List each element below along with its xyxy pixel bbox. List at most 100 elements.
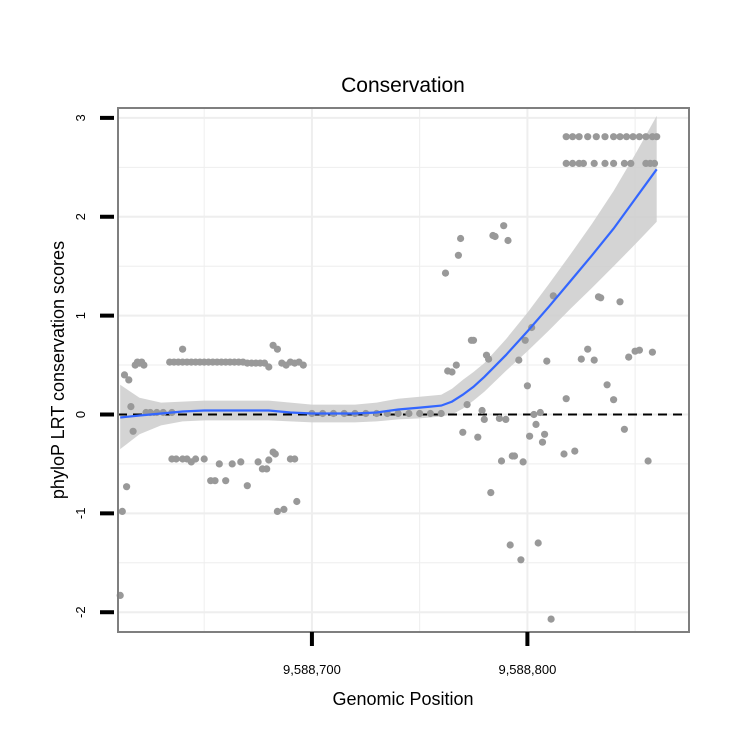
data-point — [653, 133, 661, 141]
data-point — [562, 159, 570, 167]
data-point — [530, 410, 538, 419]
data-point — [547, 615, 555, 623]
x-axis-title: Genomic Position — [332, 689, 473, 709]
data-point — [543, 357, 551, 365]
data-point — [271, 450, 279, 458]
data-point — [521, 336, 529, 344]
data-point — [510, 452, 519, 460]
x-tick-label: 9,588,800 — [498, 662, 556, 677]
data-point — [620, 159, 629, 167]
data-point — [541, 430, 549, 438]
data-point — [592, 133, 600, 141]
data-point — [254, 458, 262, 466]
data-point — [215, 460, 223, 468]
confidence-band — [120, 115, 657, 450]
data-point — [452, 361, 460, 369]
data-point — [635, 346, 644, 354]
data-point — [603, 381, 611, 389]
data-point — [625, 353, 633, 361]
smooth-line-layer — [120, 168, 658, 419]
data-point — [601, 159, 609, 167]
data-point — [485, 355, 493, 363]
panel-border — [117, 107, 690, 633]
data-point — [487, 489, 495, 497]
data-point — [571, 447, 579, 455]
data-point — [627, 159, 635, 167]
data-point — [500, 222, 508, 230]
data-point — [644, 457, 652, 465]
data-point — [463, 401, 471, 409]
data-point — [622, 133, 631, 141]
data-point — [610, 133, 618, 141]
data-point — [172, 455, 180, 463]
data-point — [263, 465, 271, 473]
data-point — [526, 432, 534, 440]
data-point — [616, 133, 624, 141]
y-tick-label: 1 — [73, 312, 88, 319]
y-tick-label: 0 — [73, 411, 88, 418]
data-point — [506, 541, 514, 549]
data-point — [495, 414, 503, 422]
axes: 9,588,700 9,588,800 -2 -1 0 1 2 3 — [73, 114, 556, 677]
data-point — [569, 133, 577, 141]
data-point — [118, 507, 126, 515]
data-point — [228, 460, 236, 468]
data-point — [534, 539, 542, 547]
data-point — [597, 294, 605, 302]
data-point — [299, 361, 307, 369]
data-point — [515, 356, 523, 364]
data-point — [123, 483, 131, 491]
data-point — [273, 345, 281, 353]
data-point — [590, 159, 598, 167]
data-point — [536, 408, 544, 417]
data-point — [562, 395, 570, 403]
data-point — [491, 232, 499, 241]
data-point — [629, 133, 637, 141]
y-tick-label: 2 — [73, 213, 88, 220]
data-point — [405, 409, 413, 418]
data-point — [577, 355, 585, 363]
data-point — [426, 409, 434, 418]
data-point — [610, 159, 618, 167]
data-point — [293, 497, 301, 506]
data-point — [265, 456, 273, 464]
y-tick-label: -2 — [73, 606, 88, 618]
data-point — [584, 345, 592, 353]
data-point — [459, 428, 467, 436]
data-point — [579, 159, 588, 167]
data-point — [273, 507, 281, 515]
data-point — [504, 236, 512, 245]
data-point — [457, 234, 465, 243]
data-point — [497, 457, 506, 465]
data-point — [125, 376, 133, 384]
data-point — [538, 438, 547, 446]
data-point — [291, 455, 299, 463]
data-point — [616, 298, 624, 306]
data-point — [517, 556, 525, 564]
data-point — [280, 505, 288, 513]
data-point — [650, 159, 659, 167]
data-point — [648, 348, 657, 356]
data-point — [237, 458, 245, 466]
x-tick-label: 9,588,700 — [283, 662, 341, 677]
data-point — [480, 415, 488, 423]
data-point — [601, 133, 609, 141]
y-tick-label: 3 — [73, 114, 88, 121]
data-point — [610, 396, 618, 404]
y-axis-title: phyloP LRT conservation scores — [48, 241, 68, 499]
smooth-fit-line — [120, 168, 658, 419]
points-layer — [116, 133, 661, 623]
y-tick-label: -1 — [73, 508, 88, 520]
data-point — [519, 458, 527, 466]
data-point — [192, 455, 200, 463]
data-point — [549, 292, 557, 300]
data-point — [416, 409, 424, 418]
data-point — [584, 133, 592, 141]
data-point — [474, 433, 482, 441]
confidence-band-layer — [120, 115, 657, 450]
data-point — [532, 420, 540, 428]
data-point — [478, 406, 486, 415]
